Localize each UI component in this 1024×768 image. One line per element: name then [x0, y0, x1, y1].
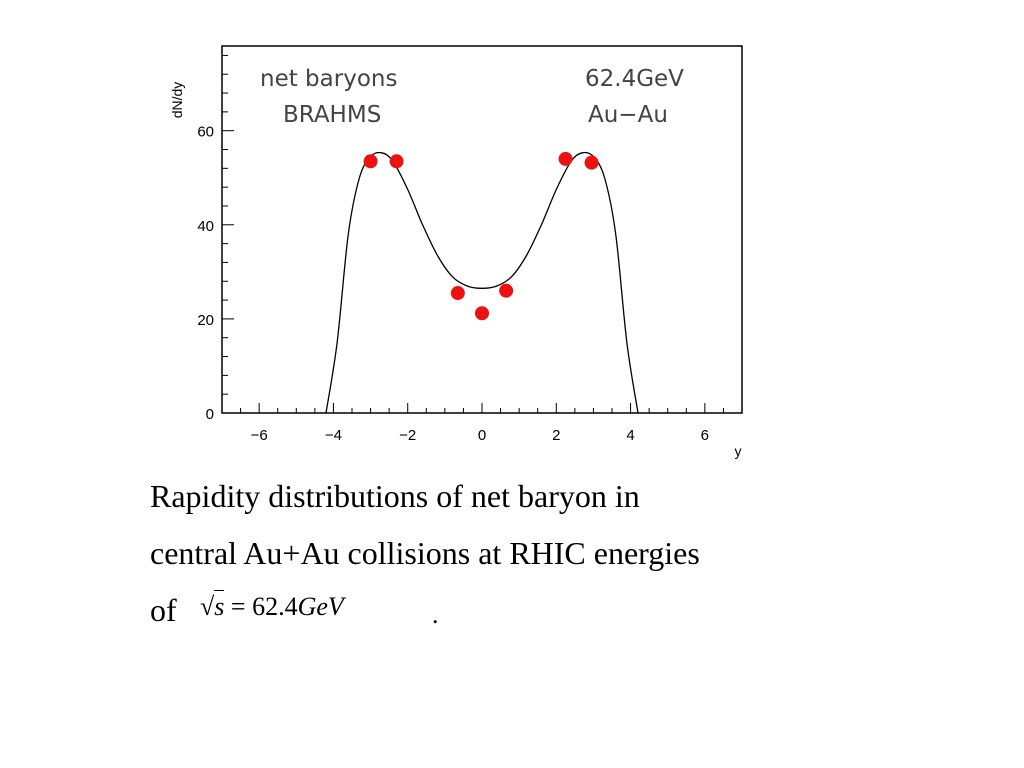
formula-equals: =: [230, 592, 246, 621]
x-tick-label: −2: [399, 427, 416, 444]
energy-formula: √ s = 62.4GeV: [200, 590, 344, 622]
data-points: [363, 151, 599, 321]
rapidity-chart: 0 20 40 60 −6 −4 −2 0 2 4 6 dN/dy y net baryons B…: [169, 45, 743, 459]
y-tick-label: 0: [206, 406, 214, 423]
caption-line-3: of: [150, 592, 177, 628]
formula-radicand: s: [214, 592, 225, 621]
x-tick-label: 4: [626, 427, 634, 444]
model-curve: [325, 151, 639, 414]
data-point: [499, 283, 514, 298]
formula-unit: GeV: [297, 592, 344, 621]
annotation-brahms: BRAHMS: [283, 102, 381, 128]
annotation-energy: 62.4GeV: [585, 66, 684, 92]
data-point: [584, 155, 599, 170]
x-tick-label: 6: [701, 427, 709, 444]
data-point: [389, 154, 404, 169]
trailing-period: .: [432, 600, 439, 629]
formula-number: 62.4: [252, 592, 298, 621]
data-point: [475, 306, 489, 321]
annotation-system: Au−Au: [588, 102, 668, 128]
x-tick-label: 2: [552, 427, 560, 444]
sqrt-symbol: √ s: [200, 590, 225, 621]
y-tick-label: 20: [197, 312, 214, 329]
data-point: [558, 151, 573, 166]
caption-line-2: central Au+Au collisions at RHIC energie…: [150, 535, 700, 571]
data-point: [450, 286, 465, 301]
annotation-net-baryons: net baryons: [260, 66, 397, 92]
y-axis-label: dN/dy: [169, 82, 185, 119]
y-tick-label: 40: [197, 218, 214, 235]
x-tick-label: −4: [325, 427, 342, 444]
x-tick-label: 0: [478, 427, 486, 444]
x-axis-label: y: [735, 443, 742, 459]
x-tick-label: −6: [251, 427, 268, 444]
y-tick-label: 60: [197, 124, 214, 141]
y-axis-ticks: 0 20 40 60: [197, 54, 234, 423]
x-axis-ticks: −6 −4 −2 0 2 4 6: [221, 403, 743, 444]
data-point: [363, 154, 378, 169]
caption-line-1: Rapidity distributions of net baryon in: [150, 478, 640, 514]
